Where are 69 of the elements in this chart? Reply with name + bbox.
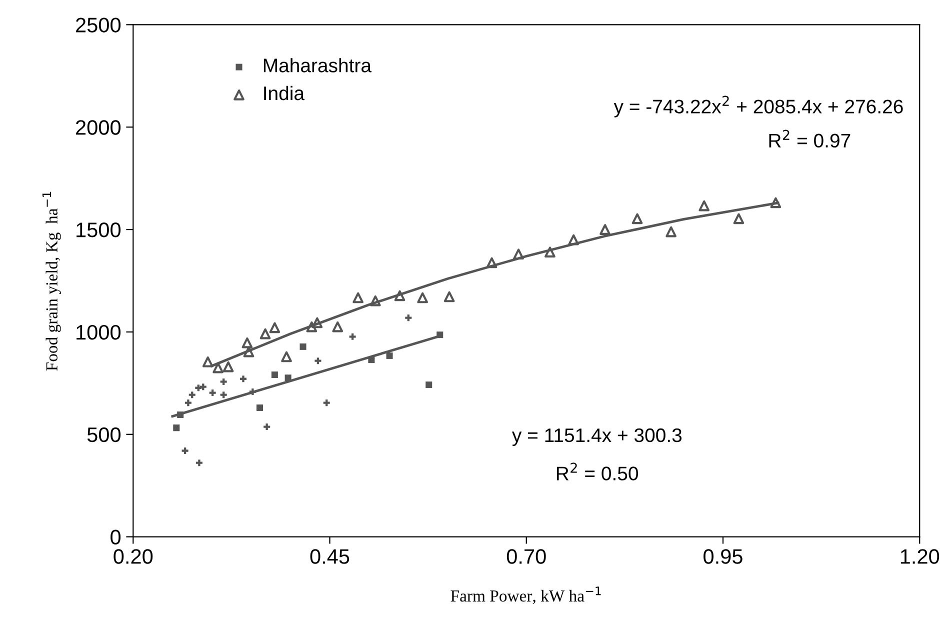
point [242,337,253,348]
point [444,291,455,302]
point [269,322,280,334]
point [405,314,412,322]
y-tick-label: 2000 [76,120,121,135]
point [188,392,196,398]
point [568,234,580,246]
y-axis-title: Food grain yield, Kg ha$^{−1}$ [42,192,61,371]
point [196,460,202,466]
point [312,317,323,328]
y-tick-label: 500 [87,427,121,442]
legend-label: India [264,86,305,100]
annotation: y = -743.22x$^{2}$ + 2085.4x + 276.26 [614,96,903,118]
legend-label: Maharashtra [264,58,372,72]
point [600,224,610,235]
point [332,321,344,332]
point [281,351,292,362]
point [323,400,330,406]
x-tick-label: 0.95 [704,549,742,564]
point [386,352,393,359]
point [306,321,318,332]
point [733,213,744,224]
point [698,200,710,212]
point [243,346,254,358]
point [202,356,214,368]
point [284,374,292,382]
point [256,404,264,411]
x-tick-label: 1.20 [900,549,940,564]
point [184,400,192,406]
point [271,372,278,378]
point [417,292,428,304]
point [544,246,556,258]
point [182,447,188,454]
y-tick-label: 0 [110,530,121,545]
point [370,295,381,306]
point [220,392,227,398]
point [394,290,406,302]
x-axis-title: Farm Power, kW ha$^{−1}$ [450,586,601,604]
point [300,343,306,350]
x-tick-label: 0.20 [114,549,153,564]
annotation: y = 1151.4x + 300.3 [512,428,682,446]
y-tick-label: 2500 [76,18,121,32]
x-tick-label: 0.70 [506,549,546,564]
point [220,378,227,385]
point [632,213,643,224]
point [513,248,524,260]
annotation: R$^{2}$ = 0.50 [556,462,638,480]
point [368,356,375,364]
x-tick-label: 0.45 [310,549,350,564]
point [173,424,180,432]
point [177,411,184,418]
point [264,424,270,430]
point [240,376,247,382]
point [314,358,322,364]
point [195,384,202,392]
point [249,388,256,396]
point [209,390,216,396]
point [436,332,444,338]
point [426,382,432,388]
point [666,226,677,238]
point [222,361,234,372]
point [770,197,782,208]
point [260,328,271,340]
point [349,333,356,340]
y-tick-label: 1000 [76,324,121,340]
y-tick-label: 1500 [76,222,121,238]
point [486,257,498,268]
annotation: R$^{2}$ = 0.97 [769,130,850,148]
point [352,292,364,304]
